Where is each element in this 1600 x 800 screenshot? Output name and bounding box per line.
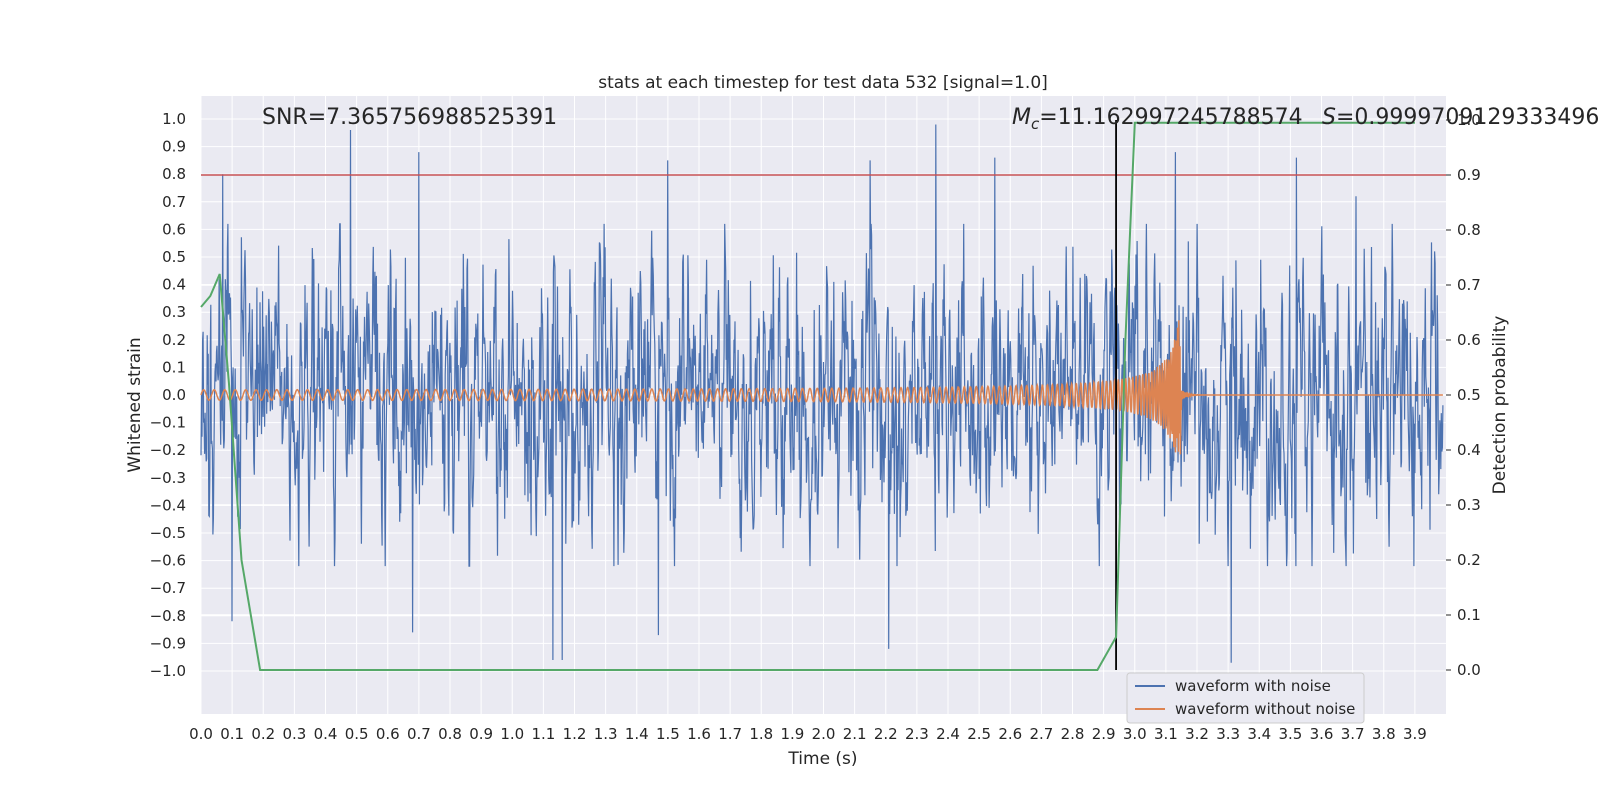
y-left-axis-label: Whitened strain (125, 337, 145, 472)
series-waveform-without-noise (200, 320, 1443, 455)
y-left-tick-label: −0.5 (150, 524, 186, 542)
x-tick-label: 3.1 (1154, 725, 1178, 743)
x-tick-label: 1.6 (687, 725, 711, 743)
x-tick-label: 3.7 (1341, 725, 1365, 743)
x-tick-label: 0.7 (407, 725, 431, 743)
x-tick-label: 2.4 (936, 725, 960, 743)
x-tick-label: 1.1 (531, 725, 555, 743)
y-left-tick-label: 0.7 (162, 193, 186, 211)
legend-label-clean: waveform without noise (1175, 700, 1355, 718)
y-left-tick-label: −0.4 (150, 496, 186, 514)
x-tick-label: 3.9 (1403, 725, 1427, 743)
legend-label-noise: waveform with noise (1175, 677, 1331, 695)
y-left-tick-label: −0.7 (150, 579, 186, 597)
x-tick-label: 2.0 (812, 725, 836, 743)
y-right-tick-label: 1.0 (1457, 111, 1481, 129)
mc-subscript: c (1031, 115, 1040, 133)
y-left-tick-label: 0.4 (162, 276, 186, 294)
x-tick-label: 3.6 (1310, 725, 1334, 743)
y-right-axis-label: Detection probability (1490, 316, 1510, 495)
x-tick-label: 3.0 (1123, 725, 1147, 743)
waveform-with-noise-line (200, 124, 1444, 663)
x-tick-label: 3.4 (1247, 725, 1271, 743)
x-tick-label: 3.8 (1372, 725, 1396, 743)
y-left-tick-labels: 1.0 0.9 0.8 0.7 0.6 0.5 0.4 0.3 0.2 0.1 0.0 −0.1 −0.… (150, 110, 186, 680)
y-right-tick-label: 0.3 (1457, 496, 1481, 514)
x-tick-label: 2.2 (874, 725, 898, 743)
x-tick-label: 0.5 (345, 725, 369, 743)
legend-box (1126, 672, 1365, 724)
snr-annotation: SNR=7.365756988525391 (262, 105, 557, 130)
x-tick-label: 0.9 (469, 725, 493, 743)
y-left-tick-label: 0.8 (162, 165, 186, 183)
y-left-tick-label: −0.1 (150, 414, 186, 432)
s-symbol: S (1322, 105, 1336, 130)
series-detection-probability (200, 121, 1415, 671)
x-tick-label: 2.1 (843, 725, 867, 743)
y-left-tick-label: 0.1 (162, 358, 186, 376)
y-left-tick-label: 0.6 (162, 220, 186, 238)
x-tick-label: 0.6 (376, 725, 400, 743)
y-right-tick-labels: 1.0 0.9 0.8 0.7 0.6 0.5 0.4 0.3 0.2 0.1 0.0 (1446, 111, 1481, 679)
mc-symbol: M (1012, 105, 1031, 130)
y-left-tick-label: 0.0 (162, 386, 186, 404)
y-right-tick-label: 0.6 (1457, 331, 1481, 349)
y-left-tick-label: −0.3 (150, 469, 186, 487)
x-tick-label: 1.7 (718, 725, 742, 743)
legend: waveform with noise waveform without noi… (1126, 672, 1365, 724)
x-tick-label: 1.0 (500, 725, 524, 743)
x-tick-label: 2.6 (998, 725, 1022, 743)
y-right-tick-label: 0.5 (1457, 386, 1481, 404)
x-tick-label: 0.8 (438, 725, 462, 743)
chart-title: stats at each timestep for test data 532… (598, 73, 1048, 93)
y-left-tick-label: 1.0 (162, 110, 186, 128)
y-right-tick-label: 0.2 (1457, 551, 1481, 569)
x-tick-label: 1.9 (780, 725, 804, 743)
y-left-tick-label: 0.9 (162, 138, 186, 156)
x-tick-label: 0.3 (282, 725, 306, 743)
mc-value: =11.162997245788574 (1039, 105, 1302, 130)
x-tick-label: 2.3 (905, 725, 929, 743)
x-tick-label: 0.0 (189, 725, 213, 743)
chirp-mass-annotation: Mc=11.162997245788574 (1012, 105, 1303, 133)
x-tick-label: 2.8 (1061, 725, 1085, 743)
x-tick-label: 0.2 (251, 725, 275, 743)
x-tick-label: 3.2 (1185, 725, 1209, 743)
x-tick-label: 1.5 (656, 725, 680, 743)
y-left-tick-label: −0.9 (150, 634, 186, 652)
series-waveform-with-noise (200, 124, 1444, 663)
x-tick-label: 1.8 (749, 725, 773, 743)
y-left-tick-label: 0.5 (162, 248, 186, 266)
s-value: =0.9999709129333496 (1336, 105, 1599, 130)
x-tick-label: 3.3 (1216, 725, 1240, 743)
x-tick-label: 0.4 (314, 725, 338, 743)
x-tick-label: 1.3 (594, 725, 618, 743)
x-tick-label: 1.4 (625, 725, 649, 743)
detection-score-annotation: S=0.9999709129333496 (1322, 105, 1599, 130)
y-right-tick-label: 0.0 (1457, 661, 1481, 679)
y-left-tick-label: 0.2 (162, 331, 186, 349)
y-left-tick-label: 0.3 (162, 303, 186, 321)
y-left-tick-label: −0.8 (150, 607, 186, 625)
y-left-tick-label: −1.0 (150, 662, 186, 680)
x-tick-label: 0.1 (220, 725, 244, 743)
y-left-tick-label: −0.2 (150, 441, 186, 459)
x-axis-label: Time (s) (787, 749, 857, 769)
y-right-tick-label: 0.1 (1457, 606, 1481, 624)
x-tick-labels: 0.0 0.1 0.2 0.3 0.4 0.5 0.6 0.7 0.8 0.9 1.0 1.1 1.2 1… (189, 725, 1427, 743)
y-right-tick-label: 0.8 (1457, 221, 1481, 239)
x-tick-label: 3.5 (1278, 725, 1302, 743)
x-tick-label: 2.9 (1092, 725, 1116, 743)
x-tick-label: 2.7 (1029, 725, 1053, 743)
y-right-tick-label: 0.4 (1457, 441, 1481, 459)
y-right-tick-label: 0.9 (1457, 166, 1481, 184)
y-right-tick-label: 0.7 (1457, 276, 1481, 294)
y-left-tick-label: −0.6 (150, 552, 186, 570)
x-tick-label: 2.5 (967, 725, 991, 743)
x-tick-label: 1.2 (563, 725, 587, 743)
